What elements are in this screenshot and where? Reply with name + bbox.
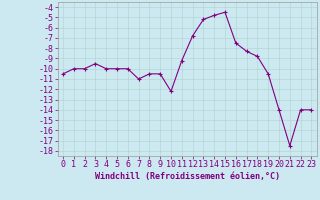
X-axis label: Windchill (Refroidissement éolien,°C): Windchill (Refroidissement éolien,°C) — [95, 172, 280, 181]
